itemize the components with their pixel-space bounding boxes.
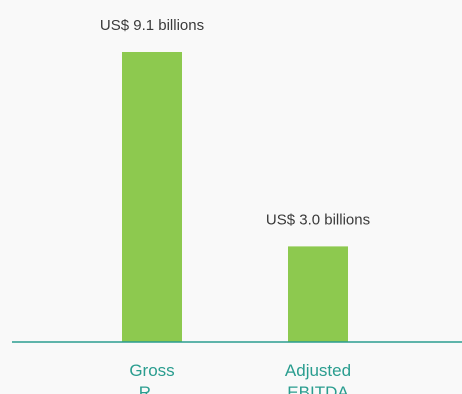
bars-layer	[122, 52, 348, 342]
bar-1	[122, 52, 182, 342]
data-label-1: US$ 9.1 billions	[100, 17, 204, 34]
category-label-1-line-1: Gross	[129, 361, 174, 380]
category-label-1-line-2: R...	[139, 383, 165, 394]
data-labels-layer: US$ 9.1 billions US$ 3.0 billions	[100, 17, 370, 228]
category-label-2-line-2: EBITDA	[287, 383, 349, 394]
category-labels-layer: Gross R... Adjusted EBITDA	[129, 361, 351, 394]
category-label-2-line-1: Adjusted	[285, 361, 351, 380]
data-label-2: US$ 3.0 billions	[266, 211, 370, 228]
bar-2	[288, 246, 348, 342]
